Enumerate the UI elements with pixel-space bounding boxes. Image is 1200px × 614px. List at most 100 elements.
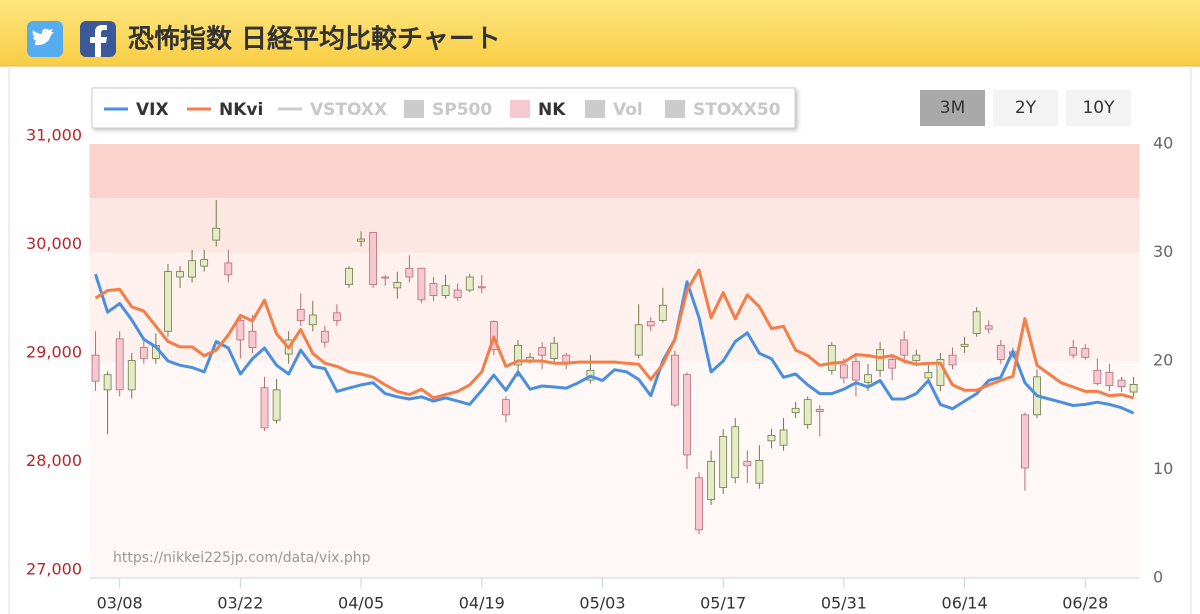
y-tick-label: 29,000: [26, 342, 82, 361]
facebook-icon[interactable]: [80, 21, 116, 57]
candle-body: [514, 344, 522, 366]
page-title: 恐怖指数 日経平均比較チャート: [128, 24, 501, 55]
candle-body: [212, 227, 221, 241]
legend-label[interactable]: STOXX50: [693, 100, 781, 120]
candle-body: [272, 389, 281, 421]
y-tick-label: 28,000: [26, 451, 82, 470]
legend-label[interactable]: VIX: [136, 100, 169, 120]
source-url: https://nikkei225jp.com/data/vix.php: [113, 550, 371, 566]
candle-body: [91, 354, 100, 382]
twitter-icon[interactable]: [27, 21, 63, 57]
legend-label[interactable]: SP500: [432, 100, 492, 120]
legend-marker: [665, 100, 685, 118]
candle-body: [1069, 347, 1078, 356]
legend-marker: [585, 100, 605, 118]
candle-body: [912, 354, 921, 361]
candle-body: [200, 259, 209, 267]
x-tick-label: 04/19: [459, 594, 505, 613]
candle-body: [333, 312, 341, 321]
risk-band: [89, 252, 1140, 361]
x-tick-label: 05/31: [821, 594, 867, 613]
candle-body: [996, 344, 1005, 360]
candle-body: [248, 330, 257, 348]
candle-body: [260, 387, 269, 429]
candle-body: [441, 285, 450, 296]
range-button[interactable]: [1066, 90, 1131, 126]
range-button-label[interactable]: 10Y: [1082, 98, 1115, 118]
y-tick-label: 30,000: [26, 234, 82, 253]
candle-body: [755, 459, 764, 484]
range-button[interactable]: [993, 90, 1058, 126]
y2-tick-label: 40: [1153, 134, 1173, 153]
candle-body: [876, 349, 884, 371]
candle-body: [743, 461, 752, 467]
candle-body: [176, 271, 184, 278]
candle-body: [550, 342, 559, 359]
candle-body: [646, 321, 655, 327]
risk-band: [89, 144, 1140, 199]
risk-band: [89, 198, 1140, 253]
legend-label[interactable]: VSTOXX: [310, 100, 387, 120]
candle-body: [429, 283, 438, 296]
candle-body: [345, 267, 353, 286]
candle-body: [719, 436, 728, 488]
plot-area: 27,000 28,000 29,000 30,000 31,000 0 10 20 30 40 0…: [26, 125, 1173, 612]
candle-body: [695, 477, 703, 531]
range-button-label[interactable]: 2Y: [1015, 98, 1037, 118]
candle-body: [224, 262, 233, 276]
candle-body: [984, 325, 993, 330]
candle-body: [948, 354, 957, 366]
candle-body: [803, 399, 812, 425]
legend-label[interactable]: NKvi: [219, 100, 263, 120]
x-tick-label: 03/08: [97, 594, 143, 613]
candle-body: [115, 338, 124, 391]
candle-body: [393, 282, 402, 289]
legend-marker: [510, 100, 530, 118]
candle-body: [707, 461, 716, 500]
legend: VIX NKvi VSTOXX SP500 NK Vol STOXX50: [104, 100, 781, 120]
range-button-label[interactable]: 3M: [940, 98, 965, 118]
x-tick-label: 06/28: [1062, 594, 1108, 613]
candle-body: [888, 359, 897, 369]
candle-body: [671, 354, 679, 406]
candle-body: [127, 360, 136, 391]
series-line: [94, 268, 1134, 400]
candle-body: [236, 320, 245, 341]
candle-body: [357, 238, 365, 242]
candle-body: [369, 232, 378, 286]
risk-band: [89, 361, 1140, 578]
candle-body: [1081, 348, 1090, 358]
range-button[interactable]: [920, 90, 985, 126]
candle-body: [417, 267, 426, 301]
candle-body: [188, 260, 196, 278]
y2-tick-label: 0: [1153, 568, 1163, 587]
candle-body: [1105, 372, 1114, 386]
candle-body: [864, 374, 872, 383]
candle-body: [924, 372, 933, 379]
candle-body: [1093, 369, 1102, 384]
candle-body: [320, 330, 329, 343]
x-tick-label: 05/03: [579, 594, 625, 613]
candle-body: [634, 324, 643, 356]
legend-marker: [404, 100, 424, 118]
candle-body: [453, 289, 462, 299]
legend-label[interactable]: Vol: [613, 100, 643, 120]
y2-tick-label: 20: [1153, 351, 1173, 370]
candle-body: [103, 374, 112, 391]
candle-body: [1117, 379, 1126, 388]
legend-label[interactable]: NK: [538, 100, 566, 120]
candle-body: [1129, 384, 1138, 393]
y-tick-label: 27,000: [26, 559, 82, 578]
candle-body: [502, 399, 510, 416]
range-buttons: 3M 2Y 10Y: [920, 90, 1131, 126]
candle-body: [381, 276, 390, 279]
candle-body: [658, 304, 667, 321]
candle-body: [296, 309, 305, 321]
candle-body: [791, 407, 800, 414]
candle-body: [972, 311, 981, 334]
candle-body: [827, 344, 836, 371]
x-tick-label: 05/17: [700, 594, 746, 613]
x-tick-label: 06/14: [942, 594, 988, 613]
